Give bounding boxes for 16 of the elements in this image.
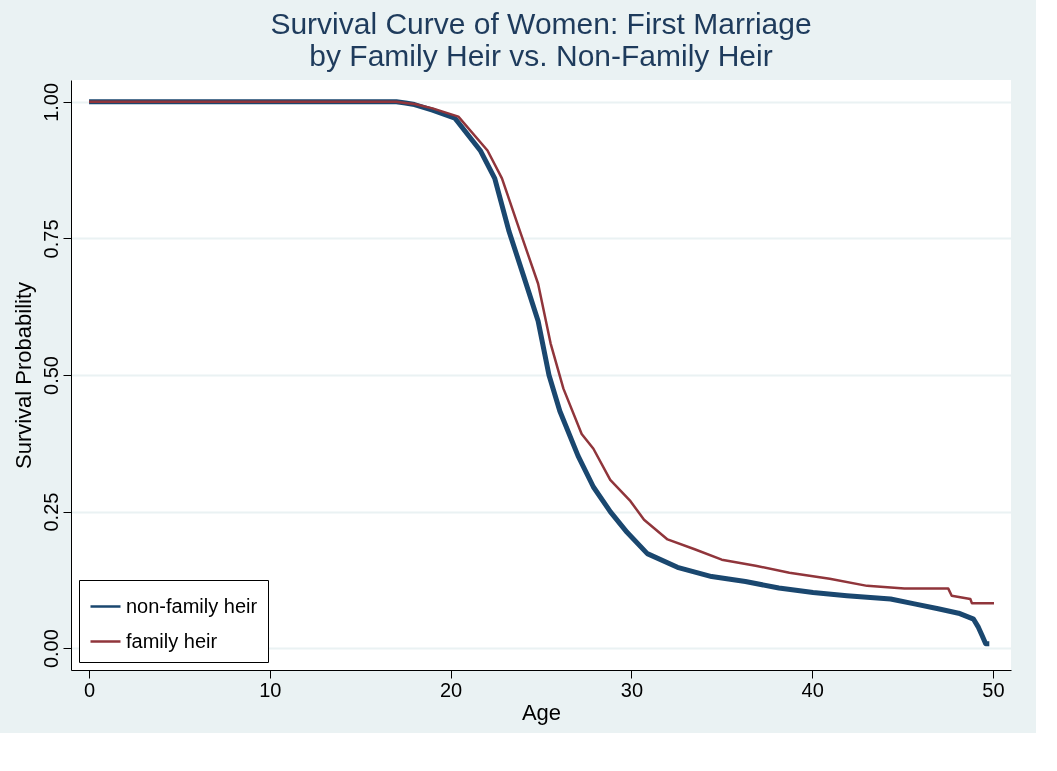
legend-label: non-family heir <box>126 594 258 617</box>
x-tick-label: 40 <box>801 678 824 701</box>
x-tick-label: 50 <box>982 678 1005 701</box>
x-axis-title: Age <box>521 699 562 725</box>
x-tick-label: 10 <box>259 678 282 701</box>
x-tick-label: 0 <box>84 678 96 701</box>
chart-title: Survival Curve of Women: First Marriage by Family Heir vs. Non-Family Heir <box>270 7 812 72</box>
legend-label: family heir <box>126 629 218 652</box>
y-tick-label: 0.25 <box>39 492 62 532</box>
y-tick-label: 0.00 <box>39 629 62 669</box>
y-tick-label: 0.75 <box>39 219 62 259</box>
y-tick-label: 1.00 <box>39 82 62 122</box>
x-tick-label: 30 <box>620 678 644 701</box>
x-tick-label: 20 <box>439 678 463 701</box>
y-axis-title: Survival Probability <box>10 281 36 470</box>
y-tick-label: 0.50 <box>39 356 62 395</box>
